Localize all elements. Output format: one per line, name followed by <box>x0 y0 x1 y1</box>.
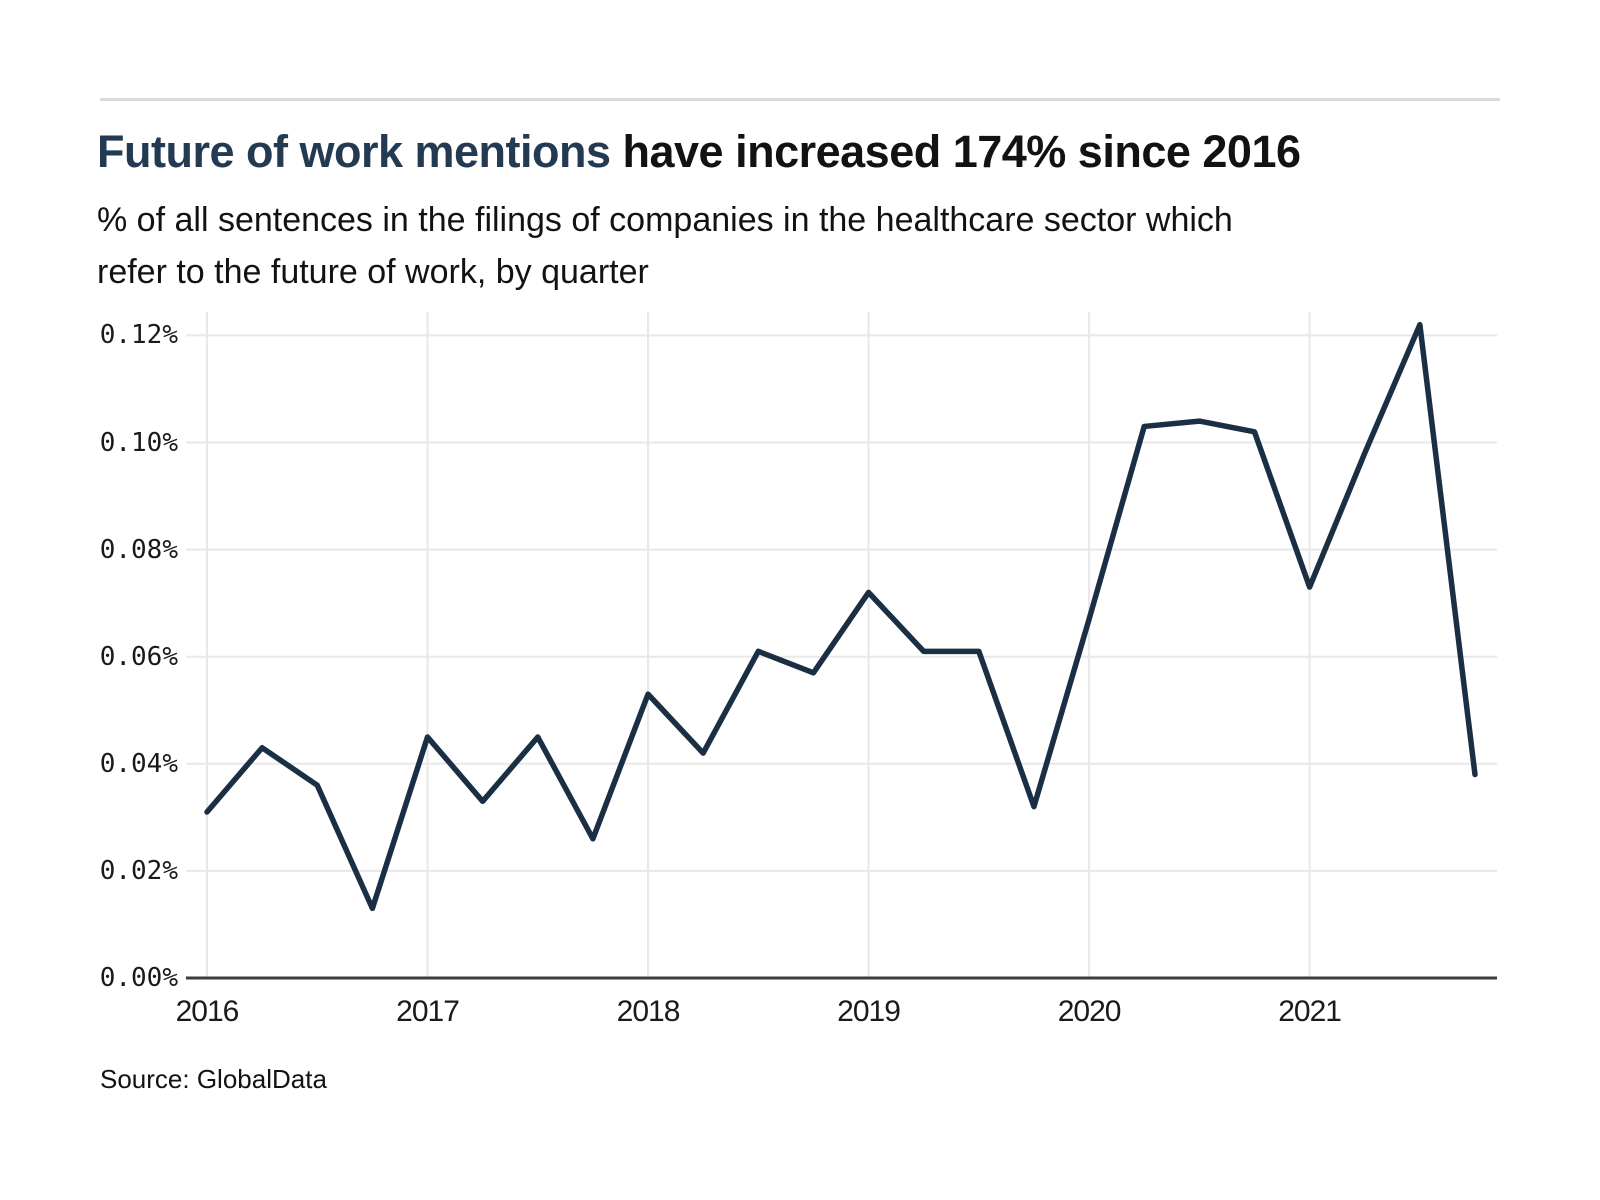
chart-title-rest: have increased 174% since 2016 <box>610 126 1301 177</box>
x-tick-label: 2020 <box>1057 995 1122 1028</box>
chart-subtitle-line-1: % of all sentences in the filings of com… <box>97 201 1233 239</box>
x-tick-label: 2019 <box>837 995 901 1028</box>
y-tick-label: 0.08% <box>99 534 178 565</box>
source-note: Source: GlobalData <box>100 1064 327 1094</box>
y-tick-label: 0.04% <box>99 748 178 779</box>
y-tick-label: 0.12% <box>99 320 178 351</box>
x-tick-label: 2018 <box>616 995 681 1028</box>
horizontal-gridlines <box>186 334 1497 872</box>
y-tick-label: 0.06% <box>99 641 178 672</box>
top-divider <box>100 98 1500 101</box>
chart-title-highlight: Future of work mentions <box>97 126 611 177</box>
x-tick-label: 2016 <box>175 995 240 1028</box>
y-tick-label: 0.10% <box>99 427 178 458</box>
vertical-gridlines <box>206 312 1311 978</box>
chart-subtitle-line-2: refer to the future of work, by quarter <box>97 253 649 291</box>
chart-title: Future of work mentions have increased 1… <box>97 126 1301 178</box>
data-series-line <box>204 321 1478 912</box>
x-tick-label: 2021 <box>1278 995 1342 1028</box>
chart-subtitle: % of all sentences in the filings of com… <box>97 194 1233 298</box>
x-tick-label: 2017 <box>396 995 460 1028</box>
y-tick-label: 0.00% <box>99 963 178 993</box>
y-tick-label: 0.02% <box>99 855 178 886</box>
